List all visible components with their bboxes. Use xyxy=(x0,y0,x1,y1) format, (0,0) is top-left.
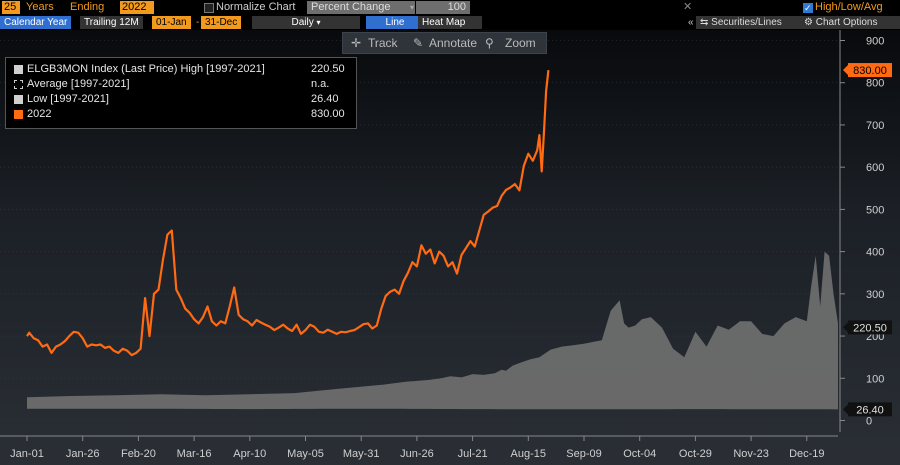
sliders-icon: ⇆ xyxy=(700,17,709,28)
y-tick-label: 600 xyxy=(866,162,884,174)
x-tick-label: Jan-01 xyxy=(10,448,44,460)
svg-text:220.50: 220.50 xyxy=(853,322,887,334)
legend-value-low: 26.40 xyxy=(311,93,339,105)
x-tick-label: Feb-20 xyxy=(121,448,156,460)
chart-options-button[interactable]: ⚙ Chart Options xyxy=(800,16,900,29)
legend-label-2022: 2022 xyxy=(27,108,52,120)
legend-value-high: 220.50 xyxy=(311,63,345,75)
date-range-dash: - xyxy=(196,17,200,28)
legend-swatch-high xyxy=(14,65,23,74)
legend-value-2022: 830.00 xyxy=(311,108,345,120)
x-tick-label: Oct-29 xyxy=(679,448,712,460)
x-tick-label: Jun-26 xyxy=(400,448,434,460)
x-tick-label: Nov-23 xyxy=(733,448,768,460)
y-tick-label: 500 xyxy=(866,204,884,216)
x-tick-label: Jan-26 xyxy=(66,448,100,460)
y-tick-label: 300 xyxy=(866,289,884,301)
toolbar-bottom: Calendar Year Trailing 12M 01-Jan - 31-D… xyxy=(0,15,900,30)
svg-text:830.00: 830.00 xyxy=(853,65,887,77)
legend: ELGB3MON Index (Last Price) High [1997-2… xyxy=(5,57,357,129)
chart-options-label: Chart Options xyxy=(815,17,878,28)
y-tick-label: 800 xyxy=(866,78,884,90)
track-button[interactable]: Track xyxy=(368,36,398,50)
ending-year-input[interactable]: 2022 xyxy=(120,1,154,14)
normalize-base-input[interactable]: 100 xyxy=(416,1,470,14)
normalize-label: Normalize Chart xyxy=(216,1,296,13)
collapse-left-icon[interactable]: « xyxy=(688,17,694,28)
legend-swatch-2022 xyxy=(14,110,23,119)
legend-label-high: ELGB3MON Index (Last Price) High [1997-2… xyxy=(27,63,265,75)
x-tick-label: Oct-04 xyxy=(623,448,656,460)
chart-tools: ✛ Track ✎ Annotate ⚲ Zoom xyxy=(342,32,547,54)
x-tick-label: Jul-21 xyxy=(458,448,488,460)
legend-swatch-low xyxy=(14,95,23,104)
legend-item-low: Low [1997-2021] 26.40 xyxy=(14,92,354,107)
legend-swatch-average xyxy=(14,80,23,89)
line-button[interactable]: Line xyxy=(366,16,424,29)
close-icon[interactable]: ✕ xyxy=(683,1,693,13)
years-label: Years xyxy=(26,1,54,13)
y-tick-label: 700 xyxy=(866,120,884,132)
gear-icon: ⚙ xyxy=(804,17,813,28)
x-axis-ticks: Jan-01 Jan-26 Feb-20 Mar-16 Apr-10 May-05 May-… xyxy=(10,436,825,460)
x-tick-label: Apr-10 xyxy=(233,448,266,460)
legend-label-average: Average [1997-2021] xyxy=(27,78,130,90)
annotate-button[interactable]: Annotate xyxy=(429,36,478,50)
x-tick-label: Aug-15 xyxy=(511,448,546,460)
search-icon[interactable]: ⚲ xyxy=(485,36,494,50)
chevron-down-icon: ▾ xyxy=(316,18,321,27)
heat-map-button[interactable]: Heat Map xyxy=(418,16,482,29)
securities-lines-label: Securities/Lines xyxy=(711,17,782,28)
series-2022-line xyxy=(26,69,550,357)
badge-2022: 830.00 xyxy=(843,63,892,78)
y-tick-label: 400 xyxy=(866,247,884,259)
pencil-icon[interactable]: ✎ xyxy=(413,36,424,50)
high-low-range-area xyxy=(27,251,838,410)
y-tick-label: 100 xyxy=(866,373,884,385)
normalize-mode-select[interactable]: Percent Change xyxy=(307,1,415,14)
crosshair-icon[interactable]: ✛ xyxy=(351,36,362,50)
legend-label-low: Low [1997-2021] xyxy=(27,93,109,105)
x-tick-label: Sep-09 xyxy=(566,448,601,460)
ending-label: Ending xyxy=(70,1,105,13)
normalize-mode-arrow-icon[interactable]: ▾ xyxy=(410,3,415,12)
y-tick-label: 900 xyxy=(866,36,884,48)
last-value-badges: 830.00 220.50 26.40 xyxy=(843,63,892,417)
toolbar-top: 25 Years Ending 2022 Normalize Chart Per… xyxy=(0,0,900,16)
years-input[interactable]: 25 xyxy=(2,1,20,14)
legend-value-average: n.a. xyxy=(311,78,330,90)
svg-text:26.40: 26.40 xyxy=(856,404,884,416)
trailing-12m-button[interactable]: Trailing 12M xyxy=(80,16,143,29)
y-tick-label: 0 xyxy=(866,416,872,428)
frequency-label: Daily xyxy=(291,17,314,28)
x-tick-label: May-31 xyxy=(343,448,380,460)
start-date-input[interactable]: 01-Jan xyxy=(152,16,191,29)
calendar-year-button[interactable]: Calendar Year xyxy=(0,16,72,29)
zoom-button[interactable]: Zoom xyxy=(505,36,536,50)
end-date-input[interactable]: 31-Dec xyxy=(201,16,242,29)
high-low-avg-checkbox[interactable] xyxy=(803,1,813,16)
x-tick-label: Mar-16 xyxy=(177,448,212,460)
normalize-checkbox[interactable] xyxy=(204,3,214,13)
legend-item-average: Average [1997-2021] n.a. xyxy=(14,77,354,92)
badge-high: 220.50 xyxy=(843,320,892,335)
x-tick-label: Dec-19 xyxy=(789,448,824,460)
badge-low: 26.40 xyxy=(843,402,892,417)
legend-item-high: ELGB3MON Index (Last Price) High [1997-2… xyxy=(14,62,354,77)
securities-lines-button[interactable]: ⇆ Securities/Lines xyxy=(696,16,804,29)
frequency-select[interactable]: Daily ▾ xyxy=(252,16,360,29)
legend-item-2022: 2022 830.00 xyxy=(14,107,354,122)
x-tick-label: May-05 xyxy=(287,448,324,460)
high-low-avg-label: High/Low/Avg xyxy=(815,1,883,13)
